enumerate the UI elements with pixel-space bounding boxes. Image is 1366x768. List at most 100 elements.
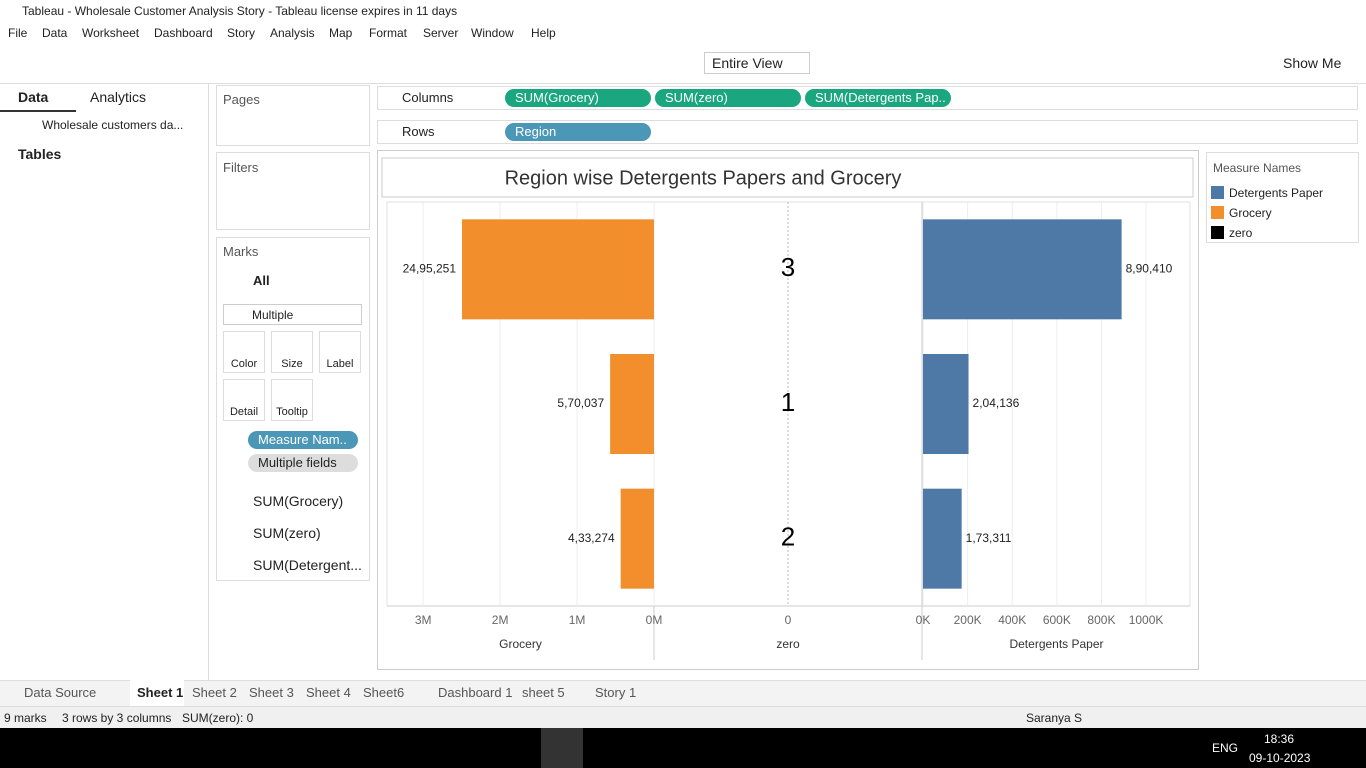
value-label: 1,73,311: [966, 531, 1012, 545]
legend-card: [1206, 152, 1359, 243]
measure-item[interactable]: SUM(Grocery): [253, 493, 344, 509]
columns-shelf: [377, 86, 1358, 110]
axis-title: Detergents Paper: [1009, 637, 1103, 651]
data-tab[interactable]: [0, 86, 76, 112]
menu-item[interactable]: Map: [329, 26, 353, 40]
sheet-tab[interactable]: Sheet 1: [137, 685, 184, 700]
menu-item[interactable]: Dashboard: [154, 26, 213, 40]
sheet-tab[interactable]: sheet 5: [522, 685, 565, 700]
menu-item[interactable]: Help: [531, 26, 556, 40]
fit-dropdown[interactable]: [704, 52, 810, 74]
legend-swatch: [1211, 206, 1224, 219]
active-tab[interactable]: [130, 680, 184, 706]
show-me[interactable]: Show Me: [1283, 55, 1342, 71]
status-user[interactable]: Saranya S: [1026, 711, 1083, 725]
active-app[interactable]: [541, 728, 583, 768]
status-bar: [0, 706, 1366, 728]
measure-item[interactable]: SUM(Detergent...: [253, 557, 362, 573]
menu-item[interactable]: File: [8, 26, 28, 40]
menu-item[interactable]: Window: [471, 26, 514, 40]
chart-title: Region wise Detergents Papers and Grocer…: [505, 167, 902, 189]
row-pill[interactable]: Region: [505, 123, 651, 141]
menu-item[interactable]: Data: [42, 26, 68, 40]
bar: [923, 219, 1122, 320]
marks-button-label[interactable]: Tooltip: [276, 406, 308, 418]
legend-label[interactable]: Detergents Paper: [1229, 186, 1324, 200]
card-title: Marks: [223, 244, 259, 259]
title-bar: [0, 0, 1366, 22]
pages-card: [216, 85, 370, 146]
taskbar-date: 09-10-2023: [1249, 751, 1311, 765]
sheet-tab[interactable]: Sheet6: [363, 685, 405, 700]
legend-label[interactable]: zero: [1229, 226, 1253, 240]
bar: [620, 488, 654, 589]
tables-header: Tables: [18, 146, 62, 162]
legend-swatch: [1211, 186, 1224, 199]
side-tab[interactable]: Data: [18, 89, 49, 105]
x-tick-label: 0: [785, 613, 792, 627]
marks-pill[interactable]: Multiple fields: [248, 454, 358, 472]
region-label: 2: [781, 522, 795, 552]
x-tick-label: 0M: [646, 613, 663, 627]
toolbar: [0, 44, 1366, 84]
sheet-tab[interactable]: Sheet 2: [192, 685, 237, 700]
axis-title: zero: [776, 637, 800, 651]
value-label: 8,90,410: [1126, 262, 1173, 276]
chart: Region wise Detergents Papers and Grocer…: [381, 157, 1194, 660]
rows-shelf: [377, 120, 1358, 144]
marks-button[interactable]: [271, 331, 313, 373]
marks-button-label[interactable]: Color: [230, 358, 258, 370]
side-tab[interactable]: Analytics: [90, 89, 147, 105]
marks-button-label[interactable]: Detail: [229, 406, 259, 418]
status-sum: SUM(zero): 0: [182, 711, 254, 725]
x-tick-label: 800K: [1087, 613, 1115, 627]
shelf-label: Columns: [402, 90, 454, 105]
shelf-label: Rows: [402, 124, 435, 139]
view: [377, 150, 1199, 670]
marks-card: [216, 237, 370, 581]
sheet-tab[interactable]: Story 1: [595, 685, 637, 700]
value-label: 4,33,274: [568, 531, 615, 545]
menu-item[interactable]: Server: [423, 26, 459, 40]
legend-label[interactable]: Grocery: [1229, 206, 1272, 220]
marks-pill[interactable]: Measure Nam..: [248, 431, 358, 449]
marks-button[interactable]: [223, 331, 265, 373]
sheet-tab[interactable]: Dashboard 1: [438, 685, 513, 700]
marks-button-label[interactable]: Size: [281, 358, 303, 370]
bar: [462, 219, 654, 320]
status-shape: 3 rows by 3 columns: [62, 711, 172, 725]
column-pill[interactable]: SUM(zero): [655, 89, 801, 107]
column-pill[interactable]: SUM(Detergents Pap..: [805, 89, 951, 107]
measure-item[interactable]: SUM(zero): [253, 525, 321, 541]
marks-button[interactable]: [271, 379, 313, 421]
legend-swatch: [1211, 226, 1224, 239]
filters-card: [216, 152, 370, 230]
bar: [923, 354, 969, 454]
title-box: [381, 157, 1194, 198]
marks-button-label[interactable]: Label: [326, 358, 354, 370]
side-panel: [0, 84, 209, 680]
mark-type-dropdown[interactable]: [223, 304, 362, 325]
fit-label[interactable]: Entire View: [712, 55, 783, 71]
column-pill[interactable]: SUM(Grocery): [505, 89, 651, 107]
mark-type[interactable]: Multiple: [252, 308, 294, 322]
x-tick-label: 2M: [492, 613, 509, 627]
data-source[interactable]: Wholesale customers da...: [42, 118, 184, 132]
sheet-tab[interactable]: Sheet 3: [249, 685, 294, 700]
status-marks: 9 marks: [4, 711, 47, 725]
menu-item[interactable]: Worksheet: [82, 26, 140, 40]
x-tick-label: 1M: [569, 613, 586, 627]
sheet-tab[interactable]: Sheet 4: [306, 685, 351, 700]
marks-button[interactable]: [223, 379, 265, 421]
menu-item[interactable]: Format: [369, 26, 408, 40]
menu-item[interactable]: Analysis: [270, 26, 315, 40]
bar: [610, 354, 654, 454]
sheet-tabs: [0, 680, 1366, 706]
marks-button[interactable]: [319, 331, 361, 373]
value-label: 5,70,037: [557, 396, 604, 410]
x-tick-label: 200K: [954, 613, 982, 627]
sheet-tab[interactable]: Data Source: [24, 685, 97, 700]
value-label: 24,95,251: [403, 262, 457, 276]
x-tick-label: 400K: [998, 613, 1026, 627]
menu-item[interactable]: Story: [227, 26, 256, 40]
